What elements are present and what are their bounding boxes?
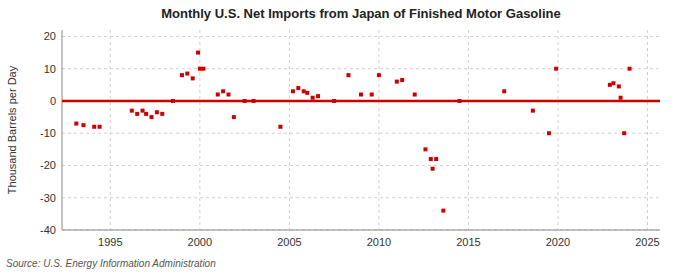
tick-labels: -40 -30 -20 -10 0 10 20 1995 2000 2005 2010 2015 202…	[40, 30, 660, 248]
point	[359, 93, 363, 97]
point	[180, 73, 184, 77]
grid-line-x	[289, 30, 290, 230]
x-tick-label: 1995	[98, 236, 122, 248]
point	[198, 67, 202, 71]
point	[130, 109, 134, 113]
point	[135, 112, 139, 116]
point	[423, 147, 427, 151]
x-tick-label: 2020	[546, 236, 570, 248]
point	[171, 99, 175, 103]
point	[92, 125, 96, 129]
y-tick-label: -20	[40, 159, 56, 171]
point	[150, 115, 154, 119]
grid-line-y	[62, 36, 660, 37]
y-tick-label: 0	[50, 95, 56, 107]
y-tick-label: 10	[44, 63, 56, 75]
point	[622, 131, 626, 135]
plot-area	[62, 30, 660, 230]
point	[628, 67, 632, 71]
point	[201, 67, 205, 71]
point	[302, 89, 306, 93]
point	[305, 91, 309, 95]
grid-line-x	[468, 30, 469, 230]
y-tick-label: -10	[40, 127, 56, 139]
point	[191, 76, 195, 80]
point	[457, 99, 461, 103]
grid-line-x	[557, 30, 558, 230]
grid-line-x	[378, 30, 379, 230]
point	[232, 115, 236, 119]
x-tick-label: 2015	[456, 236, 480, 248]
reference-line	[62, 100, 660, 103]
x-axis-line	[62, 230, 660, 231]
point	[144, 112, 148, 116]
y-axis-label: Thousand Barrels per Day	[6, 65, 18, 194]
x-tick-label: 2010	[367, 236, 391, 248]
point	[243, 99, 247, 103]
point	[311, 96, 315, 100]
point	[434, 157, 438, 161]
point	[160, 112, 164, 116]
x-tick-label: 2005	[277, 236, 301, 248]
y-axis-line	[62, 30, 63, 230]
point	[400, 78, 404, 82]
source-note: Source: U.S. Energy Information Administ…	[6, 258, 216, 269]
grid-line-y	[62, 68, 660, 69]
grid	[62, 30, 660, 230]
point	[74, 122, 78, 126]
grid-line-x	[110, 30, 111, 230]
grid-line-x	[647, 30, 648, 230]
y-tick-label: -40	[40, 224, 56, 236]
point	[531, 109, 535, 113]
point	[431, 167, 435, 171]
point	[377, 73, 381, 77]
x-tick-label: 2025	[635, 236, 659, 248]
grid-line-y	[62, 197, 660, 198]
point	[316, 94, 320, 98]
point	[413, 93, 417, 97]
point	[141, 109, 145, 113]
grid-line-y	[62, 230, 660, 231]
point	[346, 73, 350, 77]
point	[98, 125, 102, 129]
x-tick-label: 2000	[188, 236, 212, 248]
point	[227, 93, 231, 97]
point	[216, 93, 220, 97]
grid-line-y	[62, 133, 660, 134]
y-tick-label: 20	[44, 30, 56, 42]
point	[547, 131, 551, 135]
point	[221, 89, 225, 93]
chart: -40 -30 -20 -10 0 10 20 1995 2000 2005 2010 2015 202…	[0, 0, 675, 275]
point	[296, 86, 300, 90]
grid-line-y	[62, 100, 660, 101]
point	[370, 93, 374, 97]
point	[619, 96, 623, 100]
point	[608, 83, 612, 87]
point	[252, 99, 256, 103]
data-layer	[62, 51, 660, 213]
point	[185, 72, 189, 76]
point	[617, 84, 621, 88]
point	[332, 99, 336, 103]
grid-line-y	[62, 165, 660, 166]
y-tick-label: -30	[40, 192, 56, 204]
point	[611, 81, 615, 85]
point	[155, 110, 159, 114]
grid-line-x	[199, 30, 200, 230]
point	[291, 89, 295, 93]
point	[554, 67, 558, 71]
point	[502, 89, 506, 93]
point	[278, 125, 282, 129]
point	[81, 123, 85, 127]
point	[441, 209, 445, 213]
point	[196, 51, 200, 55]
title: Monthly U.S. Net Imports from Japan of F…	[161, 6, 560, 21]
point	[429, 157, 433, 161]
point	[395, 80, 399, 84]
